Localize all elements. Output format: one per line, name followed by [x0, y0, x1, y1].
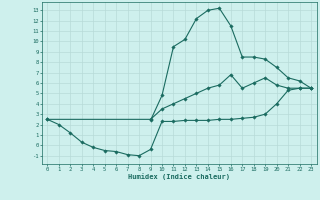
X-axis label: Humidex (Indice chaleur): Humidex (Indice chaleur): [128, 173, 230, 180]
